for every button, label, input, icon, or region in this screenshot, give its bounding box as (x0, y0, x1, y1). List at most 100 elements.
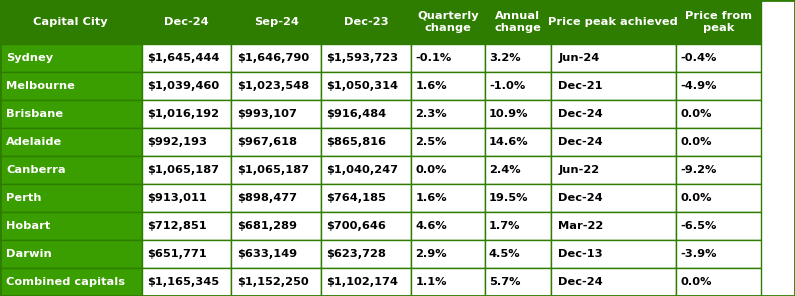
Text: $916,484: $916,484 (327, 109, 386, 119)
Text: -1.0%: -1.0% (489, 81, 525, 91)
Bar (142, 128, 231, 156)
Text: 2.4%: 2.4% (489, 165, 521, 175)
Text: Mar-22: Mar-22 (558, 221, 603, 231)
Text: Canberra: Canberra (6, 165, 66, 175)
Text: Jun-22: Jun-22 (558, 165, 599, 175)
Bar (551, 0, 676, 44)
Bar (321, 128, 411, 156)
Text: $1,050,314: $1,050,314 (327, 81, 398, 91)
Bar (485, 100, 551, 128)
Bar (676, 184, 761, 212)
Bar (321, 184, 411, 212)
Text: Jun-24: Jun-24 (558, 53, 599, 63)
Bar (676, 100, 761, 128)
Bar (231, 128, 321, 156)
Bar (321, 72, 411, 100)
Bar (411, 128, 485, 156)
Bar (676, 0, 761, 44)
Text: $1,593,723: $1,593,723 (327, 53, 399, 63)
Text: 1.6%: 1.6% (416, 81, 447, 91)
Text: 0.0%: 0.0% (681, 277, 712, 287)
Text: Dec-13: Dec-13 (558, 249, 603, 259)
Bar (231, 100, 321, 128)
Text: Dec-24: Dec-24 (558, 193, 603, 203)
Bar (411, 212, 485, 240)
Text: Brisbane: Brisbane (6, 109, 64, 119)
Bar (0, 212, 142, 240)
Bar (676, 72, 761, 100)
Bar (142, 156, 231, 184)
Bar (321, 268, 411, 296)
Text: $1,065,187: $1,065,187 (237, 165, 308, 175)
Text: -0.4%: -0.4% (681, 53, 717, 63)
Bar (551, 44, 676, 72)
Text: Dec-24: Dec-24 (164, 17, 209, 27)
Text: 4.5%: 4.5% (489, 249, 521, 259)
Bar (0, 268, 142, 296)
Text: 2.3%: 2.3% (416, 109, 447, 119)
Text: 1.1%: 1.1% (416, 277, 447, 287)
Text: $700,646: $700,646 (327, 221, 386, 231)
Text: Hobart: Hobart (6, 221, 51, 231)
Bar (411, 184, 485, 212)
Text: Sep-24: Sep-24 (254, 17, 299, 27)
Bar (142, 72, 231, 100)
Bar (485, 212, 551, 240)
Bar (142, 240, 231, 268)
Bar (676, 240, 761, 268)
Text: $1,645,444: $1,645,444 (147, 53, 219, 63)
Bar (0, 240, 142, 268)
Text: 0.0%: 0.0% (681, 109, 712, 119)
Text: $712,851: $712,851 (147, 221, 207, 231)
Bar (0, 128, 142, 156)
Text: Dec-23: Dec-23 (343, 17, 389, 27)
Text: 2.5%: 2.5% (416, 137, 447, 147)
Bar (0, 100, 142, 128)
Bar (231, 0, 321, 44)
Bar (0, 156, 142, 184)
Bar (411, 240, 485, 268)
Bar (142, 212, 231, 240)
Bar (485, 184, 551, 212)
Text: $1,016,192: $1,016,192 (147, 109, 219, 119)
Text: $898,477: $898,477 (237, 193, 297, 203)
Bar (231, 184, 321, 212)
Bar (676, 268, 761, 296)
Bar (485, 72, 551, 100)
Bar (142, 100, 231, 128)
Text: 2.9%: 2.9% (416, 249, 447, 259)
Text: Sydney: Sydney (6, 53, 53, 63)
Text: 3.2%: 3.2% (489, 53, 521, 63)
Text: -4.9%: -4.9% (681, 81, 717, 91)
Text: Darwin: Darwin (6, 249, 52, 259)
Text: 0.0%: 0.0% (681, 193, 712, 203)
Bar (231, 240, 321, 268)
Bar (231, 268, 321, 296)
Text: -0.1%: -0.1% (416, 53, 452, 63)
Text: -3.9%: -3.9% (681, 249, 717, 259)
Text: Capital City: Capital City (33, 17, 108, 27)
Bar (231, 156, 321, 184)
Bar (551, 100, 676, 128)
Bar (411, 268, 485, 296)
Bar (551, 156, 676, 184)
Bar (485, 44, 551, 72)
Text: Dec-24: Dec-24 (558, 137, 603, 147)
Bar (142, 0, 231, 44)
Text: $1,102,174: $1,102,174 (327, 277, 398, 287)
Bar (231, 44, 321, 72)
Text: 0.0%: 0.0% (681, 137, 712, 147)
Text: Price peak achieved: Price peak achieved (549, 17, 678, 27)
Text: $1,039,460: $1,039,460 (147, 81, 219, 91)
Bar (321, 100, 411, 128)
Text: Perth: Perth (6, 193, 42, 203)
Text: 1.6%: 1.6% (416, 193, 447, 203)
Text: 19.5%: 19.5% (489, 193, 529, 203)
Bar (411, 72, 485, 100)
Text: -9.2%: -9.2% (681, 165, 717, 175)
Bar (231, 72, 321, 100)
Text: $651,771: $651,771 (147, 249, 207, 259)
Text: Combined capitals: Combined capitals (6, 277, 126, 287)
Bar (142, 184, 231, 212)
Bar (676, 44, 761, 72)
